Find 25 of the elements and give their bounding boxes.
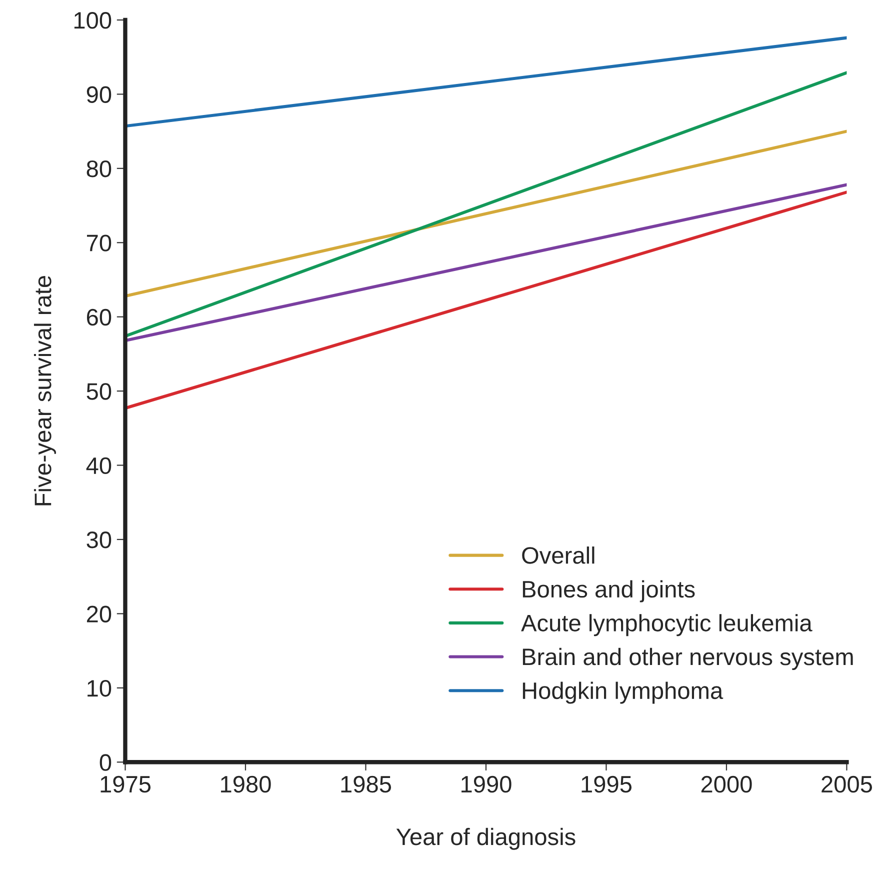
x-tick-label: 1975: [100, 776, 151, 793]
legend-label: Acute lymphocytic leukemia: [521, 614, 812, 636]
x-tick-label: 1995: [582, 776, 632, 793]
y-tick-label: 0: [100, 754, 112, 771]
y-tick-label: 10: [88, 680, 112, 697]
x-tick-label: 1980: [221, 776, 271, 793]
legend-label: Hodgkin lymphoma: [522, 682, 724, 704]
y-tick-label: 100: [74, 12, 112, 29]
x-axis-title: Year of diagnosis: [396, 828, 576, 850]
y-tick-label: 40: [86, 457, 112, 474]
y-tick-label: 90: [86, 86, 112, 103]
legend-label: Brain and other nervous system: [522, 648, 853, 670]
x-tick-label: 1990: [462, 776, 512, 793]
y-tick-label: 20: [86, 606, 112, 622]
y-tick-label: 70: [87, 234, 112, 252]
y-tick-label: 80: [86, 160, 112, 178]
y-tick-label: 60: [86, 308, 112, 326]
y-tick-label: 50: [86, 383, 112, 400]
x-tick-label: 2000: [701, 776, 752, 793]
y-axis-title: Five-year survival rate: [34, 276, 56, 506]
legend-label: Bones and joints: [522, 580, 695, 602]
legend-label: Overall: [522, 546, 594, 564]
x-tick-label: 2005: [822, 776, 872, 793]
y-tick-label: 30: [86, 532, 112, 548]
x-tick-label: 1985: [341, 776, 392, 793]
